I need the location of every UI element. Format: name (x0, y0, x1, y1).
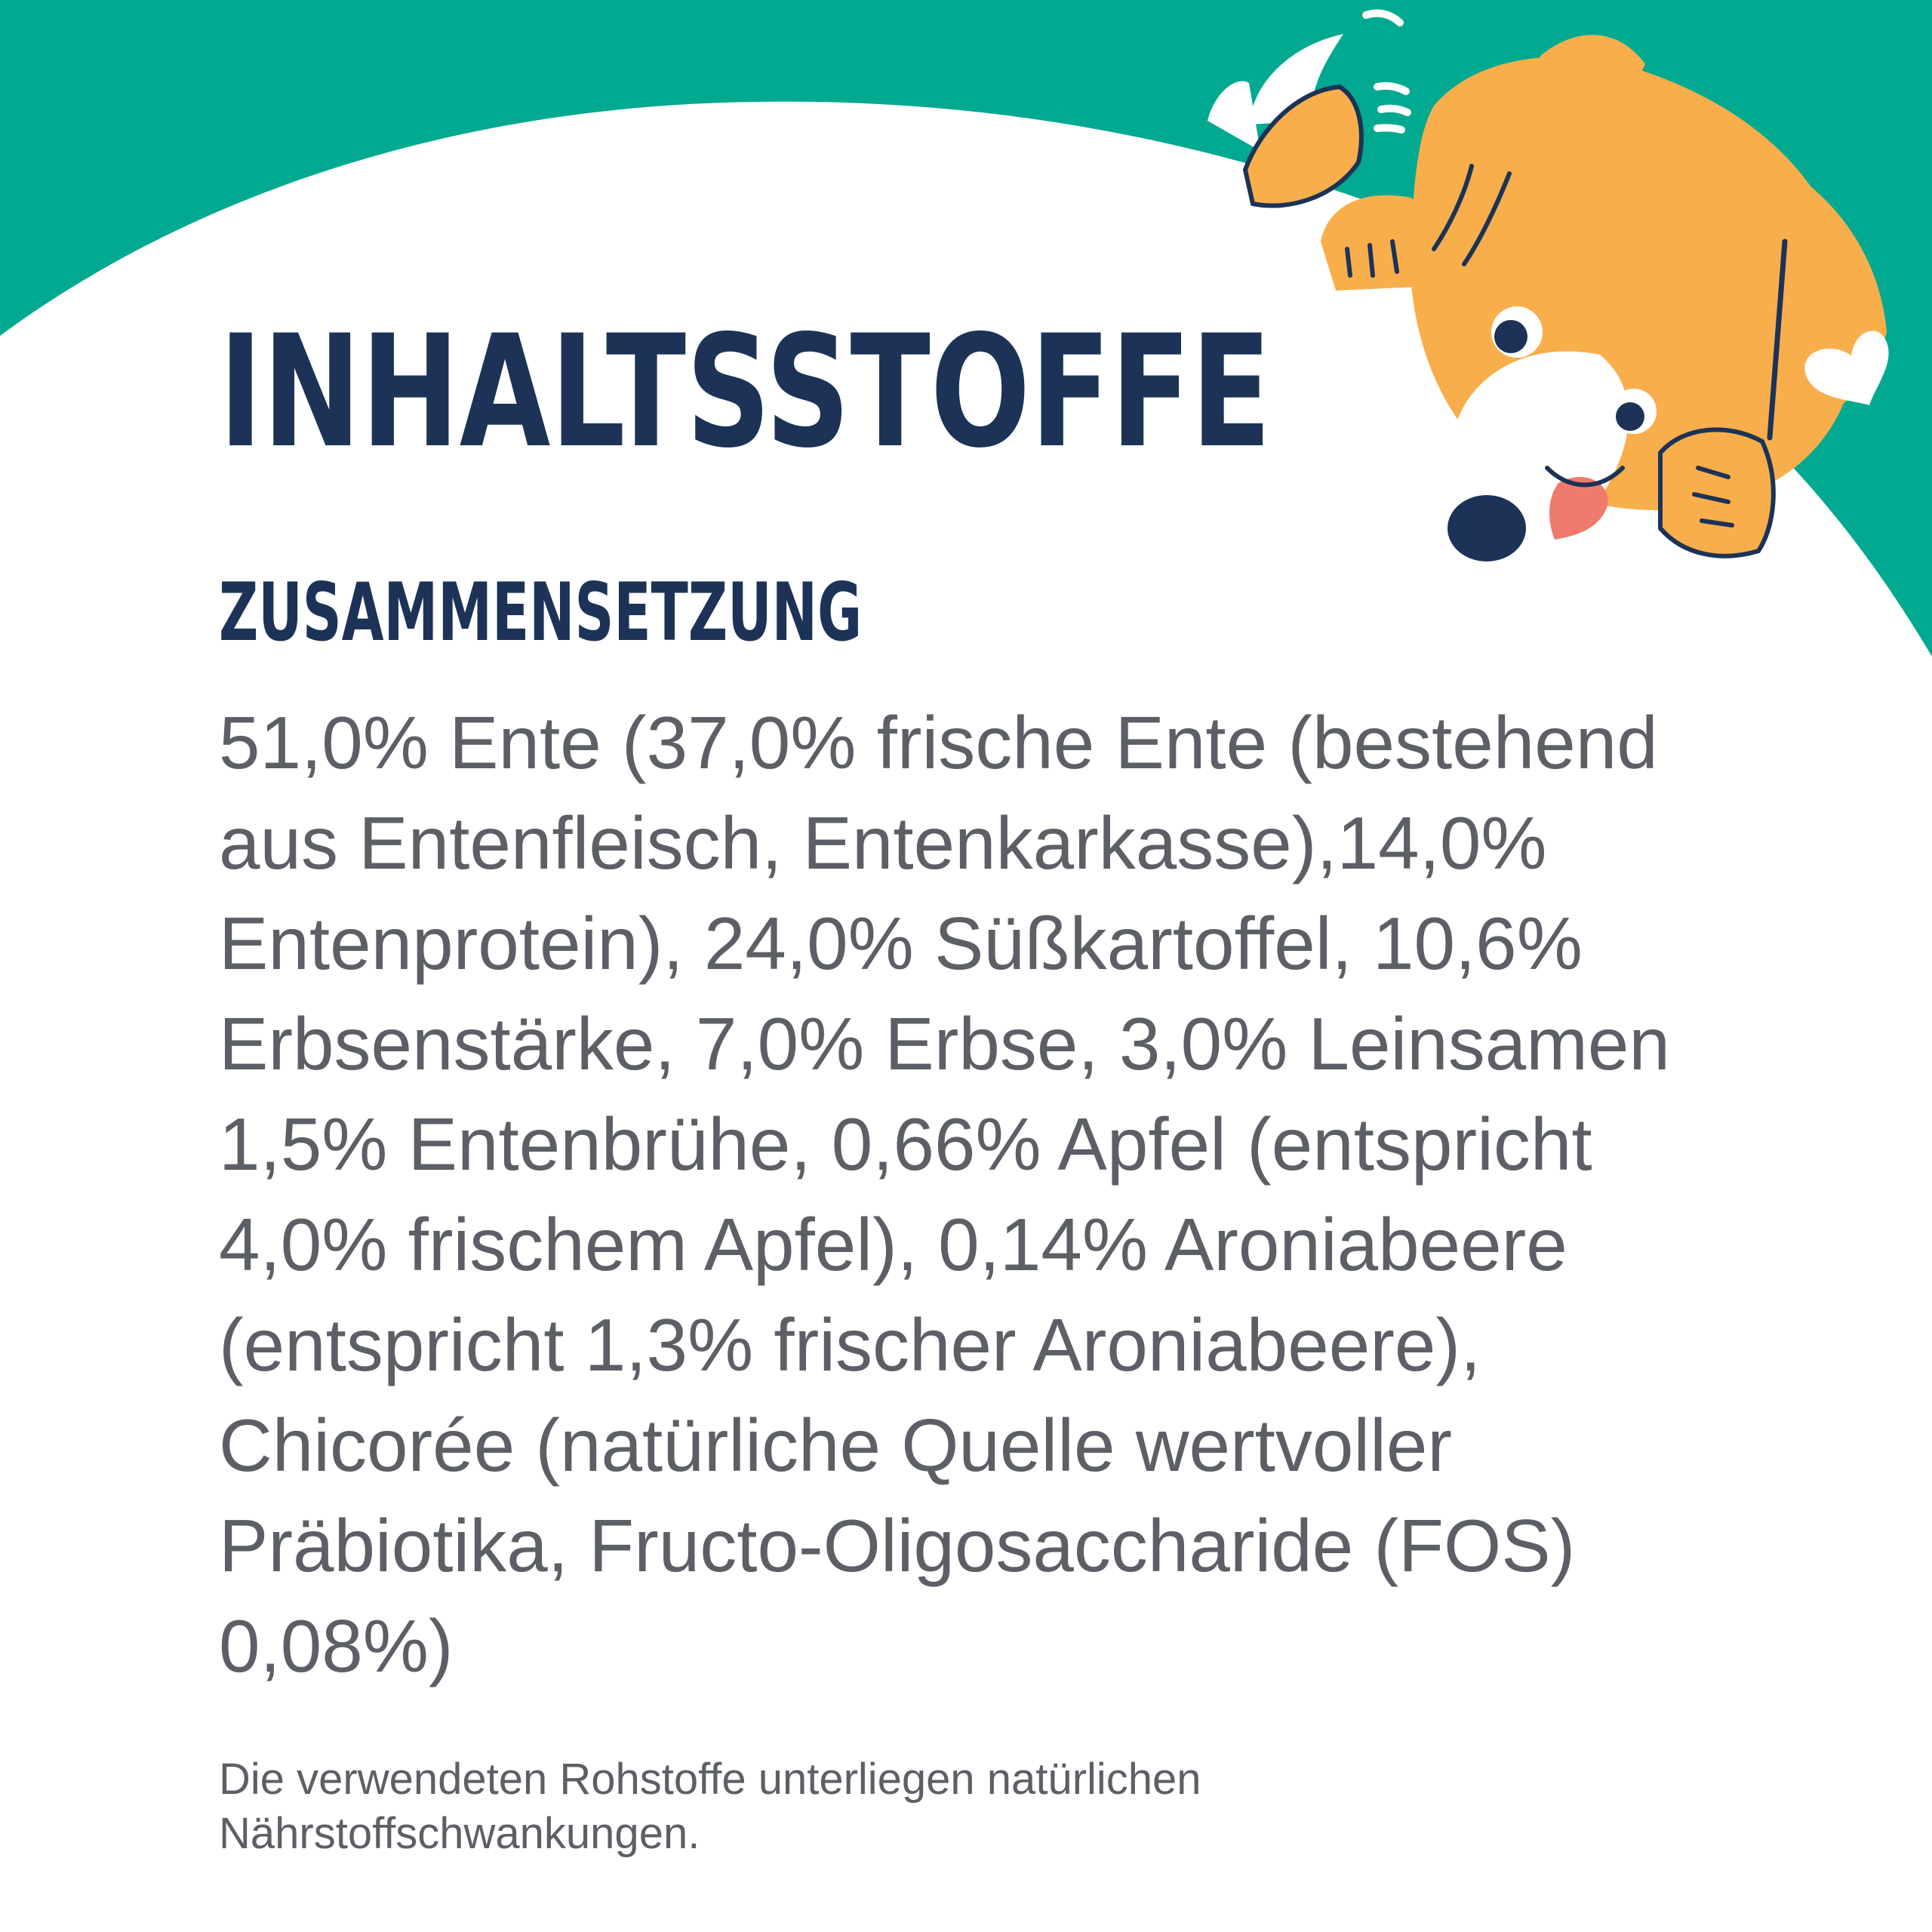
composition-line: 0,08%) (219, 1604, 454, 1687)
composition-line: 51,0% Ente (37,0% frische Ente (bestehen… (219, 701, 1658, 784)
footnote: Die verwendeten Rohstoffe unterliegen na… (219, 1752, 1653, 1861)
composition-line: Chicorée (natürliche Quelle wertvoller (219, 1404, 1453, 1487)
composition-line: Präbiotika, Fructo-Oligosaccharide (FOS) (219, 1504, 1576, 1587)
page-title: INHALTSSTOFFE (219, 303, 1272, 482)
dog-tongue-icon (1549, 476, 1608, 540)
composition-line: Erbsenstärke, 7,0% Erbse, 3,0% Leinsamen (219, 1002, 1670, 1085)
dog-tail-icon (1249, 34, 1343, 125)
heart-icon (1804, 331, 1889, 405)
footnote-line: Die verwendeten Rohstoffe unterliegen na… (219, 1755, 1201, 1804)
composition-line: 1,5% Entenbrühe, 0,66% Apfel (entspricht (219, 1103, 1592, 1186)
composition-line: (entspricht 1,3% frischer Aroniabeere), (219, 1303, 1481, 1386)
dog-right-ear-icon (1540, 35, 1645, 88)
dog-illustration-icon (1208, 9, 1889, 561)
composition-line: aus Entenfleisch, Entenkarkasse),14,0% (219, 801, 1547, 884)
dog-nose-icon (1447, 495, 1526, 561)
composition-line: Entenprotein), 24,0% Süßkartoffel, 10,6% (219, 902, 1583, 985)
composition-line: 4,0% frischem Apfel), 0,14% Aroniabeere (219, 1203, 1567, 1286)
dog-right-paw-icon (1658, 427, 1776, 558)
motion-lines-icon (1362, 9, 1404, 26)
footnote-line: Nährstoffschwankungen. (219, 1809, 700, 1858)
composition-heading: ZUSAMMENSETZUNG (219, 566, 863, 659)
composition-text: 51,0% Ente (37,0% frische Ente (bestehen… (219, 693, 1728, 1697)
